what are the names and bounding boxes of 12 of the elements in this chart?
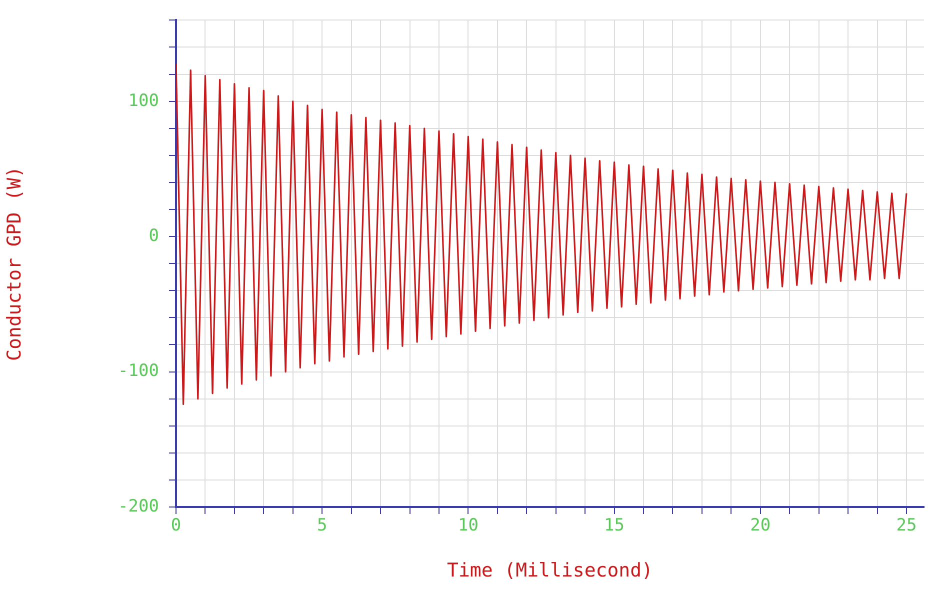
y-tick-label: 100 <box>128 90 159 111</box>
x-tick-label: 25 <box>896 516 917 536</box>
x-tick-label: 10 <box>458 516 478 536</box>
x-tick-label: 5 <box>316 516 328 536</box>
y-axis-title: Conductor GPD (W) <box>3 166 26 361</box>
y-tick-label: -100 <box>118 361 159 382</box>
x-tick-label: 20 <box>750 516 771 536</box>
x-tick-label: 0 <box>170 516 182 536</box>
x-axis-title: Time (Millisecond) <box>447 560 653 582</box>
y-tick-label: -200 <box>118 496 159 516</box>
x-tick-label: 15 <box>604 516 625 536</box>
y-tick-label: 0 <box>148 226 159 246</box>
